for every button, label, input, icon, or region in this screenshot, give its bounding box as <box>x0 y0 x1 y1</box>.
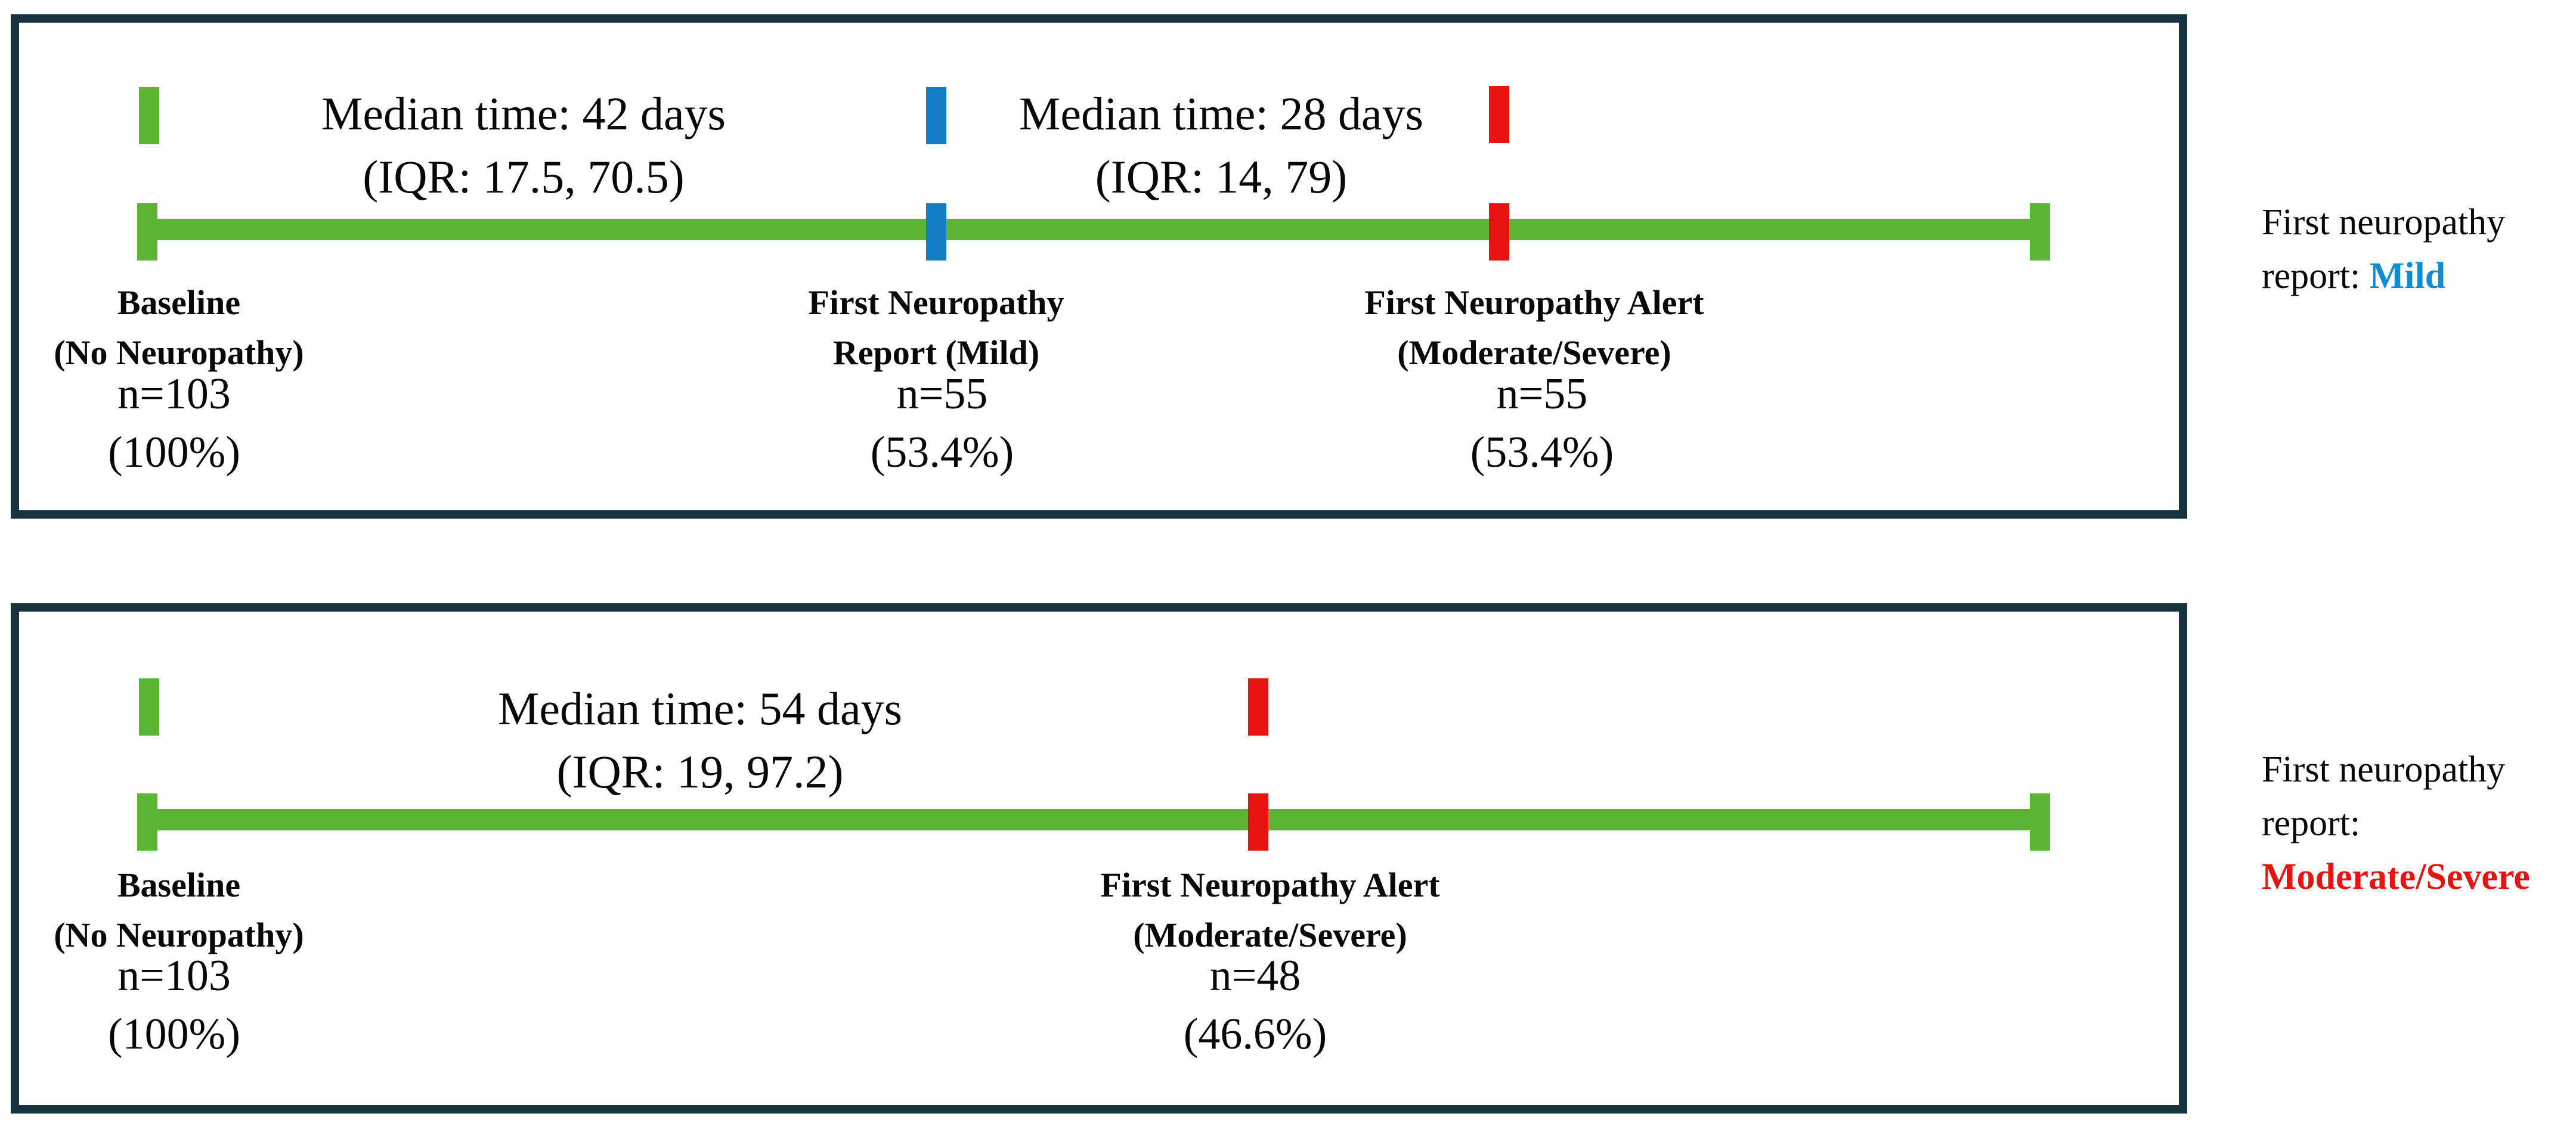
milestone-count-mild-report: n=55 (53.4%) <box>871 365 1014 482</box>
mild-report-tick <box>926 203 946 260</box>
timeline-end-tick <box>2030 793 2050 851</box>
pct-value: (46.6%) <box>1183 1010 1327 1059</box>
median-annotation-baseline-to-alert: Median time: 54 days (IQR: 19, 97.2) <box>498 677 902 804</box>
label-line: Report (Mild) <box>832 333 1040 372</box>
label-line: First Neuropathy Alert <box>1364 283 1704 322</box>
timeline-end-tick <box>2030 203 2050 260</box>
median-annotation-baseline-to-report: Median time: 42 days (IQR: 17.5, 70.5) <box>321 82 726 209</box>
baseline-marker-tick <box>139 678 159 736</box>
timeline-bar-mild <box>148 219 2039 240</box>
baseline-marker-tick <box>139 87 159 144</box>
milestone-count-baseline: n=103 (100%) <box>108 365 240 482</box>
panel-box-mild <box>11 14 2187 519</box>
n-value: n=103 <box>117 951 231 1000</box>
label-line: (No Neuropathy) <box>54 916 304 954</box>
side-note-mild: First neuropathy report: Mild <box>2262 196 2576 303</box>
label-line: First Neuropathy <box>808 283 1064 322</box>
n-value: n=55 <box>896 370 988 418</box>
pct-value: (100%) <box>108 428 240 477</box>
n-value: n=103 <box>117 370 231 418</box>
median-annotation-report-to-alert: Median time: 28 days (IQR: 14, 79) <box>1019 82 1423 209</box>
side-note-severity-mild: Mild <box>2369 256 2446 296</box>
label-line: Baseline <box>117 283 241 322</box>
milestone-count-alert: n=48 (46.6%) <box>1184 947 1327 1063</box>
milestone-label-alert: First Neuropathy Alert (Moderate/Severe) <box>1100 860 1439 960</box>
pct-value: (100%) <box>108 1010 240 1059</box>
milestone-count-alert: n=55 (53.4%) <box>1470 365 1614 482</box>
pct-value: (53.4%) <box>1470 428 1614 477</box>
milestone-label-alert: First Neuropathy Alert (Moderate/Severe) <box>1364 278 1704 378</box>
timeline-bar-moderate-severe <box>148 809 2039 830</box>
milestone-label-mild-report: First Neuropathy Report (Mild) <box>808 278 1064 378</box>
label-line: (No Neuropathy) <box>54 333 304 372</box>
alert-tick <box>1248 793 1268 851</box>
side-note-text: First neuropathy report: <box>2262 749 2506 843</box>
side-note-severity-moderate-severe: Moderate/Severe <box>2262 857 2530 897</box>
iqr-line: (IQR: 17.5, 70.5) <box>363 151 685 203</box>
milestone-label-baseline: Baseline (No Neuropathy) <box>54 278 304 378</box>
alert-marker-tick <box>1489 86 1509 143</box>
side-note-text: First neuropathy report: <box>2262 202 2506 296</box>
median-line: Median time: 28 days <box>1018 88 1424 139</box>
label-line: First Neuropathy Alert <box>1100 866 1440 904</box>
label-line: Baseline <box>117 866 241 904</box>
pct-value: (53.4%) <box>870 428 1014 477</box>
mild-report-marker-tick <box>926 87 946 144</box>
n-value: n=55 <box>1496 370 1588 418</box>
iqr-line: (IQR: 14, 79) <box>1095 151 1348 203</box>
label-line: (Moderate/Severe) <box>1397 333 1671 372</box>
median-line: Median time: 54 days <box>497 683 903 734</box>
milestone-label-baseline: Baseline (No Neuropathy) <box>54 860 304 960</box>
side-note-moderate-severe: First neuropathy report: Moderate/Severe <box>2262 743 2576 904</box>
alert-marker-tick <box>1248 678 1268 736</box>
baseline-tick <box>137 793 157 851</box>
iqr-line: (IQR: 19, 97.2) <box>556 746 844 798</box>
median-line: Median time: 42 days <box>321 88 726 139</box>
n-value: n=48 <box>1209 951 1301 1000</box>
label-line: (Moderate/Severe) <box>1133 916 1407 954</box>
alert-tick <box>1489 203 1509 260</box>
panel-box-moderate-severe <box>11 603 2187 1114</box>
milestone-count-baseline: n=103 (100%) <box>108 947 240 1063</box>
baseline-tick <box>137 203 157 260</box>
